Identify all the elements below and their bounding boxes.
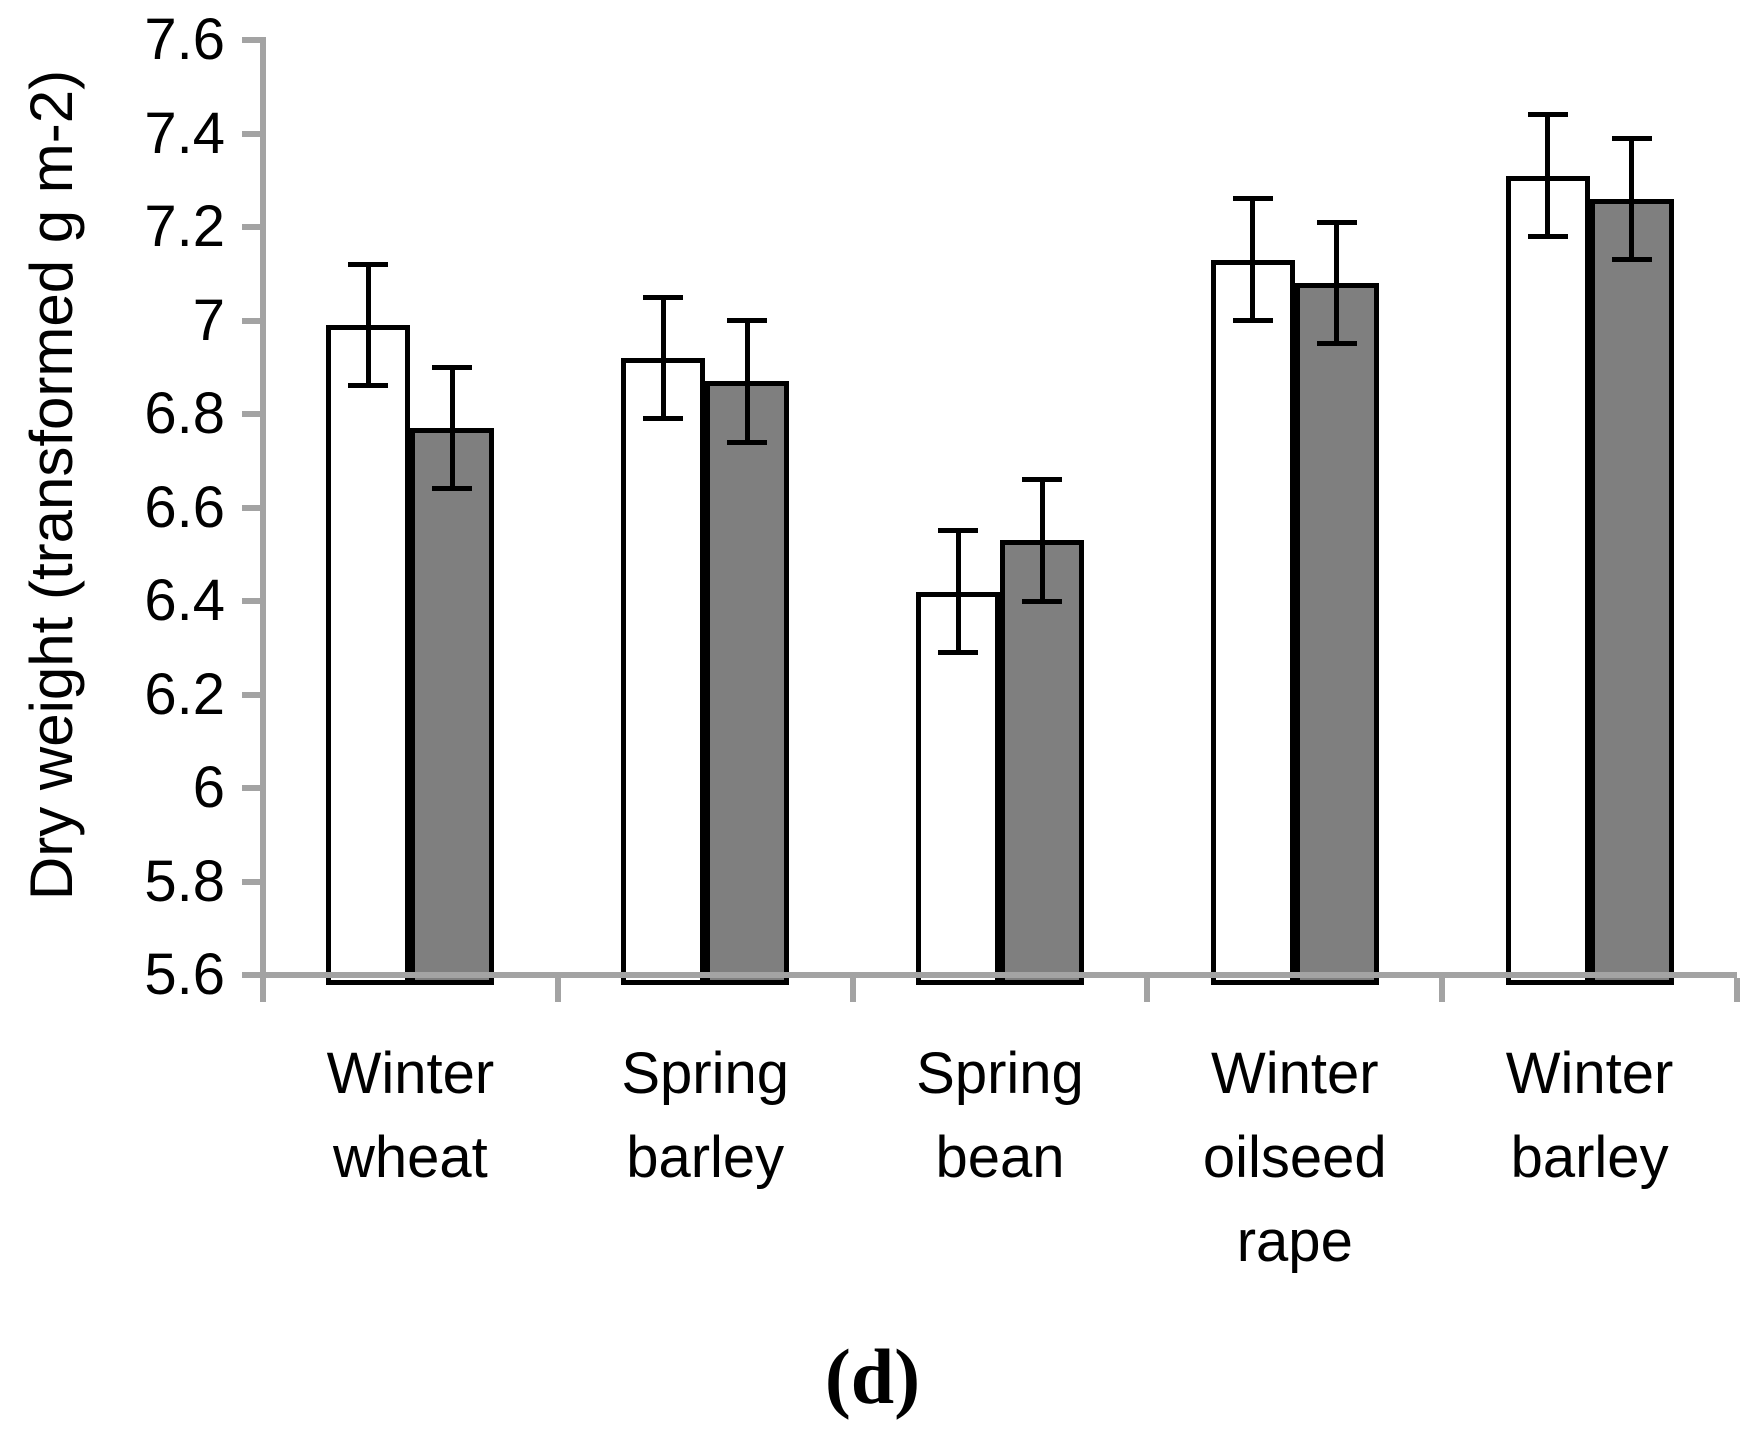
x-axis-label-winter-oilseed-rape: Winter oilseed rape <box>1202 1041 1387 1274</box>
bar-winter-wheat-grey <box>410 428 495 985</box>
x-axis-label-spring-barley: Spring barley <box>621 1041 790 1190</box>
error-bar-spring-bean-grey-cap-top <box>1022 476 1062 482</box>
x-tick <box>260 978 266 1002</box>
error-bar-winter-oilseed-rape-grey-cap-top <box>1316 219 1357 225</box>
x-tick <box>849 978 856 1002</box>
error-bar-spring-bean-grey-line <box>1039 479 1045 601</box>
bar-winter-barley-white <box>1505 175 1590 985</box>
error-bar-winter-oilseed-rape-white-line <box>1250 198 1256 321</box>
bar-winter-barley-grey <box>1589 198 1674 985</box>
error-bar-spring-bean-white-cap-bottom <box>938 649 978 655</box>
error-bar-winter-oilseed-rape-white-cap-top <box>1232 196 1273 202</box>
x-tick <box>1144 978 1151 1002</box>
y-axis-title: Dry weight (transformed g m-2) <box>18 69 85 901</box>
x-axis-label-winter-barley: Winter barley <box>1505 1041 1674 1190</box>
x-axis-label-spring-bean: Spring bean <box>916 1041 1084 1190</box>
y-tick-label: 5.6 <box>144 942 225 1007</box>
error-bar-winter-barley-white-cap-bottom <box>1527 233 1568 239</box>
y-tick-label: 6.6 <box>144 474 225 540</box>
figure-caption: (d) <box>824 1333 921 1420</box>
bar-winter-oilseed-rape-grey <box>1294 283 1379 985</box>
error-bar-winter-wheat-grey-cap-bottom <box>432 486 473 492</box>
error-bar-winter-barley-grey-cap-top <box>1611 135 1652 141</box>
error-bar-winter-oilseed-rape-grey-cap-bottom <box>1316 341 1357 347</box>
y-tick-label: 6.8 <box>144 381 225 446</box>
x-tick <box>554 978 561 1002</box>
error-bar-spring-barley-grey-line <box>744 320 750 443</box>
error-bar-winter-barley-white-line <box>1545 114 1551 237</box>
bar-winter-oilseed-rape-white <box>1210 259 1295 985</box>
bar-spring-bean-white <box>916 591 1000 985</box>
x-tick <box>1734 978 1740 1002</box>
y-tick-label: 7 <box>192 287 225 353</box>
error-bar-winter-wheat-grey-cap-top <box>432 364 473 370</box>
y-tick-label: 7.2 <box>144 194 225 259</box>
y-tick <box>242 598 263 604</box>
error-bar-spring-bean-white-cap-top <box>938 528 978 534</box>
error-bar-winter-wheat-white-cap-bottom <box>348 383 389 389</box>
bar-spring-bean-grey <box>1000 540 1084 985</box>
y-tick <box>242 37 263 43</box>
error-bar-spring-barley-white-cap-bottom <box>643 416 684 422</box>
y-tick-label: 6.2 <box>144 661 225 727</box>
bar-spring-barley-grey <box>705 381 790 985</box>
y-tick <box>242 878 263 885</box>
bar-spring-barley-white <box>621 357 706 985</box>
x-axis-label-winter-wheat: Winter wheat <box>326 1041 495 1190</box>
error-bar-spring-barley-white-cap-top <box>643 294 684 300</box>
error-bar-spring-barley-grey-cap-top <box>727 318 768 323</box>
y-axis-line <box>260 37 266 1002</box>
error-bar-winter-barley-white-cap-top <box>1527 112 1568 118</box>
error-bar-spring-barley-white-line <box>660 297 666 419</box>
y-tick-label: 6.4 <box>144 568 225 633</box>
error-bar-winter-barley-grey-line <box>1629 138 1635 260</box>
error-bar-winter-oilseed-rape-white-cap-bottom <box>1232 318 1273 323</box>
y-tick-label: 7.4 <box>144 100 225 166</box>
y-tick <box>242 785 263 791</box>
y-tick <box>242 317 263 324</box>
x-tick <box>1439 978 1446 1002</box>
y-tick-label: 5.8 <box>144 848 225 914</box>
y-tick-label: 7.6 <box>144 7 225 72</box>
y-tick <box>242 691 263 698</box>
y-tick <box>242 411 263 417</box>
error-bar-spring-bean-grey-cap-bottom <box>1022 598 1062 604</box>
error-bar-winter-wheat-grey-line <box>449 367 455 489</box>
x-axis-line <box>242 972 1737 978</box>
error-bar-winter-wheat-white-cap-top <box>348 261 389 267</box>
y-tick <box>242 130 263 137</box>
error-bar-winter-oilseed-rape-grey-line <box>1334 222 1340 344</box>
error-bar-spring-barley-grey-cap-bottom <box>727 439 768 445</box>
error-bar-winter-wheat-white-line <box>365 264 371 386</box>
error-bar-spring-bean-white-line <box>955 530 961 653</box>
y-tick <box>242 972 263 978</box>
bar-winter-wheat-white <box>326 325 411 985</box>
error-bar-winter-barley-grey-cap-bottom <box>1611 257 1652 263</box>
y-tick <box>242 504 263 511</box>
y-tick-label: 6 <box>192 755 225 820</box>
y-tick <box>242 224 263 230</box>
